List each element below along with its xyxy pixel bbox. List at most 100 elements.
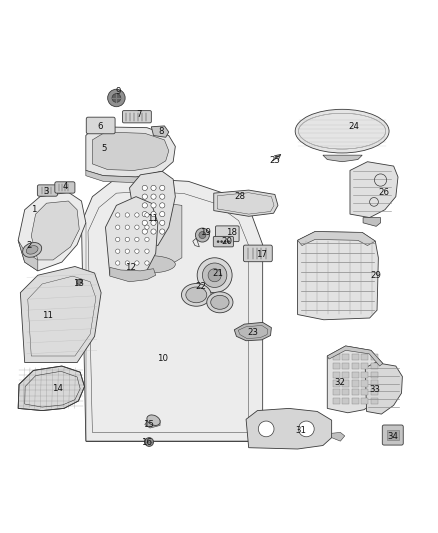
Circle shape <box>142 220 148 225</box>
Circle shape <box>151 220 156 225</box>
Bar <box>352 398 359 404</box>
Bar <box>332 389 339 395</box>
Polygon shape <box>86 127 175 177</box>
Polygon shape <box>234 322 272 341</box>
Bar <box>361 381 368 386</box>
Circle shape <box>112 94 121 102</box>
Circle shape <box>145 261 149 265</box>
Bar <box>387 430 399 440</box>
Circle shape <box>142 185 148 190</box>
Text: 13: 13 <box>73 279 84 288</box>
Circle shape <box>159 203 165 208</box>
Polygon shape <box>297 231 378 320</box>
Circle shape <box>108 89 125 107</box>
Circle shape <box>208 269 221 282</box>
Circle shape <box>116 249 120 253</box>
Ellipse shape <box>123 256 175 273</box>
Circle shape <box>116 213 120 217</box>
Polygon shape <box>365 362 403 414</box>
Ellipse shape <box>26 246 38 254</box>
Text: 1: 1 <box>31 205 36 214</box>
Polygon shape <box>110 268 155 282</box>
Circle shape <box>135 261 139 265</box>
Circle shape <box>151 212 156 217</box>
Polygon shape <box>20 266 101 362</box>
Circle shape <box>135 225 139 229</box>
Circle shape <box>197 258 232 293</box>
Circle shape <box>224 240 226 243</box>
Text: 12: 12 <box>125 263 136 272</box>
Bar <box>361 372 368 378</box>
Bar <box>332 398 339 404</box>
Circle shape <box>151 229 156 234</box>
Polygon shape <box>246 408 332 449</box>
Circle shape <box>145 438 153 446</box>
FancyBboxPatch shape <box>213 236 233 247</box>
FancyBboxPatch shape <box>215 226 239 241</box>
Circle shape <box>125 213 130 217</box>
Polygon shape <box>350 161 398 217</box>
Text: 10: 10 <box>157 354 168 362</box>
Bar <box>352 372 359 378</box>
Polygon shape <box>327 346 383 366</box>
Polygon shape <box>323 155 362 161</box>
Polygon shape <box>332 432 345 441</box>
Circle shape <box>125 237 130 241</box>
Bar <box>342 363 349 369</box>
Circle shape <box>142 203 148 208</box>
Text: 6: 6 <box>98 122 103 131</box>
Text: 20: 20 <box>221 237 232 246</box>
Polygon shape <box>119 201 182 264</box>
Text: 8: 8 <box>159 127 164 136</box>
Circle shape <box>217 240 219 243</box>
Text: 32: 32 <box>335 378 346 387</box>
Bar <box>361 354 368 360</box>
Circle shape <box>145 213 149 217</box>
Polygon shape <box>151 126 169 138</box>
Polygon shape <box>92 132 169 171</box>
Bar <box>361 363 368 369</box>
Circle shape <box>151 185 156 190</box>
Circle shape <box>159 185 165 190</box>
Polygon shape <box>327 346 384 413</box>
Text: 11: 11 <box>147 214 158 223</box>
Bar <box>342 372 349 378</box>
FancyBboxPatch shape <box>244 245 272 262</box>
Bar <box>352 363 359 369</box>
Bar <box>371 363 378 369</box>
Circle shape <box>159 212 165 217</box>
FancyBboxPatch shape <box>55 182 75 193</box>
Text: 4: 4 <box>63 182 68 191</box>
Text: 29: 29 <box>370 271 381 280</box>
Text: 34: 34 <box>387 432 398 441</box>
Circle shape <box>159 229 165 234</box>
Circle shape <box>202 263 227 287</box>
Bar <box>371 372 378 378</box>
Circle shape <box>135 237 139 241</box>
Text: 17: 17 <box>256 250 267 259</box>
Text: 14: 14 <box>52 384 63 393</box>
Polygon shape <box>81 179 263 441</box>
Circle shape <box>125 225 130 229</box>
Ellipse shape <box>207 292 233 313</box>
Text: 23: 23 <box>247 328 258 337</box>
Circle shape <box>142 229 148 234</box>
Ellipse shape <box>211 295 229 309</box>
Bar <box>352 381 359 386</box>
Text: 33: 33 <box>370 385 381 394</box>
Circle shape <box>151 194 156 199</box>
Text: 24: 24 <box>348 122 359 131</box>
Circle shape <box>116 237 120 241</box>
Bar <box>332 363 339 369</box>
Text: 25: 25 <box>269 156 280 165</box>
Bar <box>371 398 378 404</box>
Circle shape <box>142 194 148 199</box>
Bar <box>352 389 359 395</box>
Bar <box>371 354 378 360</box>
Ellipse shape <box>147 415 160 425</box>
FancyBboxPatch shape <box>37 185 57 196</box>
Bar <box>332 354 339 360</box>
Polygon shape <box>214 190 278 216</box>
Circle shape <box>195 228 209 242</box>
Circle shape <box>116 225 120 229</box>
